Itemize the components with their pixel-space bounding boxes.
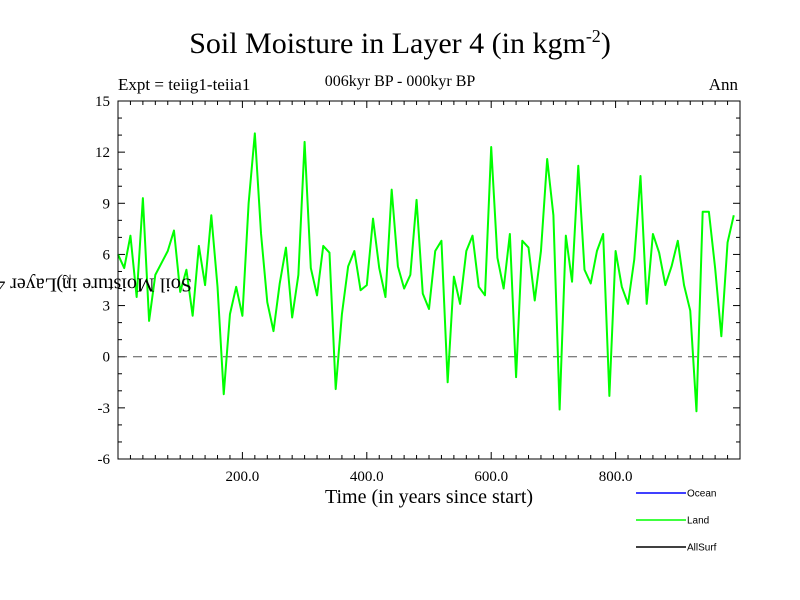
x-tick-label: 200.0 — [226, 469, 260, 485]
legend-label-land: Land — [687, 516, 709, 527]
y-tick-label: 3 — [103, 299, 111, 315]
y-tick-label: 12 — [95, 145, 110, 161]
x-axis-label: Time (in years since start) — [324, 486, 534, 508]
x-tick-label: 600.0 — [474, 469, 508, 485]
y-tick-label: 9 — [103, 196, 111, 212]
series-line-land — [117, 132, 735, 413]
experiment-label: Expt = teiig1-teiia1 — [118, 75, 251, 94]
legend: Ocean Land AllSurf — [636, 489, 717, 554]
x-tick-label: 400.0 — [350, 469, 384, 485]
y-tick-label: 0 — [103, 350, 111, 366]
season-label: Ann — [708, 75, 738, 94]
chart-subtitle: 006kyr BP - 000kyr BP — [324, 73, 476, 90]
legend-label-ocean: Ocean — [687, 489, 716, 500]
y-tick-label: 6 — [103, 247, 111, 263]
y-tick-label: -6 — [98, 452, 111, 468]
plot-frame — [117, 100, 741, 460]
series-layer — [117, 132, 735, 413]
y-tick-label: 15 — [95, 94, 110, 110]
legend-label-allsurf: AllSurf — [687, 543, 717, 554]
y-tick-label: -3 — [98, 401, 111, 417]
chart-title: Soil Moisture in Layer 4 (in kgm-2) — [189, 26, 611, 60]
x-tick-label: 800.0 — [599, 469, 633, 485]
